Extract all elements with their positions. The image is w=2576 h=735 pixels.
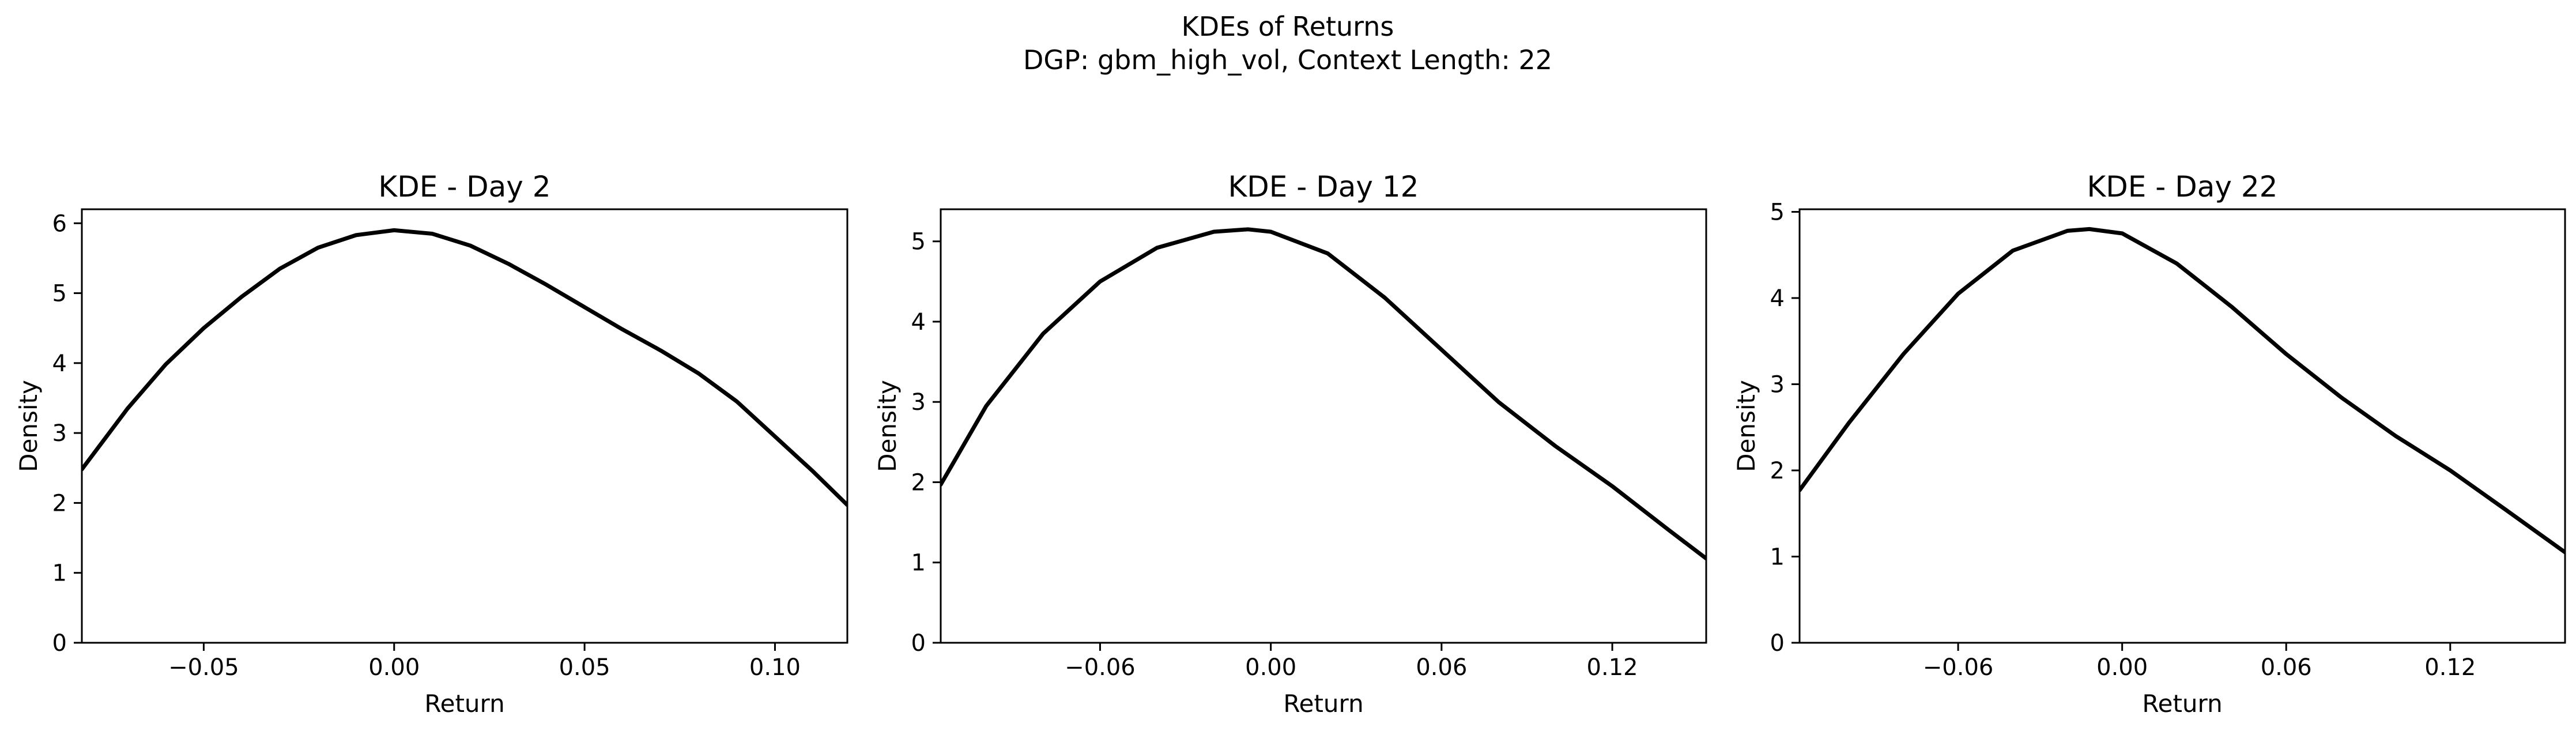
y-tick-label: 0 — [52, 630, 67, 657]
y-tick-label: 5 — [1770, 199, 1785, 225]
y-tick-label: 2 — [1770, 458, 1785, 484]
y-tick-label: 4 — [1770, 285, 1785, 312]
x-tick-label: −0.05 — [168, 654, 239, 681]
x-axis-label: Return — [2142, 689, 2222, 718]
x-tick-label: 0.12 — [2424, 654, 2476, 681]
y-tick-label: 5 — [911, 229, 926, 255]
y-tick-label: 6 — [52, 210, 67, 237]
axes-frame — [940, 208, 1707, 644]
x-tick-label: 0.06 — [1416, 654, 1467, 681]
y-tick-label: 0 — [911, 630, 926, 657]
figure-suptitle-line1: KDEs of Returns — [1182, 11, 1394, 42]
x-tick-label: 0.00 — [1245, 654, 1296, 681]
x-tick-label: 0.00 — [368, 654, 420, 681]
x-tick-label: 0.06 — [2261, 654, 2312, 681]
y-tick-label: 3 — [52, 420, 67, 447]
x-tick-label: 0.10 — [749, 654, 801, 681]
y-tick-label: 1 — [1770, 544, 1785, 570]
y-tick-label: 4 — [52, 350, 67, 377]
kde-line — [1800, 227, 2565, 555]
y-tick-label: 1 — [911, 550, 926, 576]
y-tick-label: 0 — [1770, 630, 1785, 657]
y-axis-label: Density — [1732, 380, 1760, 472]
x-tick-label: −0.06 — [1923, 654, 1994, 681]
x-tick-label: 0.00 — [2096, 654, 2148, 681]
x-tick-label: 0.12 — [1587, 654, 1638, 681]
axes-frame — [81, 208, 848, 644]
y-tick-label: 3 — [1770, 371, 1785, 398]
kde-line — [941, 227, 1706, 561]
subplot-2: KDE - Day 12 −0.06 0.00 0.06 0.12 0 1 2 3 4 5 Retur… — [873, 170, 1707, 718]
axes-frame — [1798, 208, 2566, 644]
y-tick-label: 4 — [911, 309, 926, 336]
figure-suptitle-line2: DGP: gbm_high_vol, Context Length: 22 — [1023, 44, 1552, 76]
subplot-title: KDE - Day 2 — [378, 170, 550, 203]
y-axis-label: Density — [873, 380, 902, 472]
subplot-panels: KDE - Day 2 −0.05 0.00 0.05 0.10 0 1 2 3 4 5 6 Retur… — [14, 170, 2566, 718]
subplot-3: KDE - Day 22 −0.06 0.00 0.06 0.12 0 1 2 3 4 5 Retur… — [1732, 170, 2566, 718]
x-axis-label: Return — [424, 689, 504, 718]
y-tick-label: 5 — [52, 281, 67, 307]
subplot-title: KDE - Day 12 — [1228, 170, 1419, 203]
subplot-title: KDE - Day 22 — [2087, 170, 2278, 203]
y-axis-label: Density — [14, 380, 43, 472]
y-tick-label: 1 — [52, 560, 67, 587]
x-axis-label: Return — [1283, 689, 1363, 718]
kde-line — [82, 228, 847, 507]
x-tick-label: 0.05 — [559, 654, 610, 681]
subplot-1: KDE - Day 2 −0.05 0.00 0.05 0.10 0 1 2 3 4 5 6 Retur… — [14, 170, 848, 718]
y-tick-label: 2 — [52, 490, 67, 517]
x-tick-label: −0.06 — [1065, 654, 1136, 681]
y-tick-label: 2 — [911, 469, 926, 496]
y-tick-label: 3 — [911, 389, 926, 416]
